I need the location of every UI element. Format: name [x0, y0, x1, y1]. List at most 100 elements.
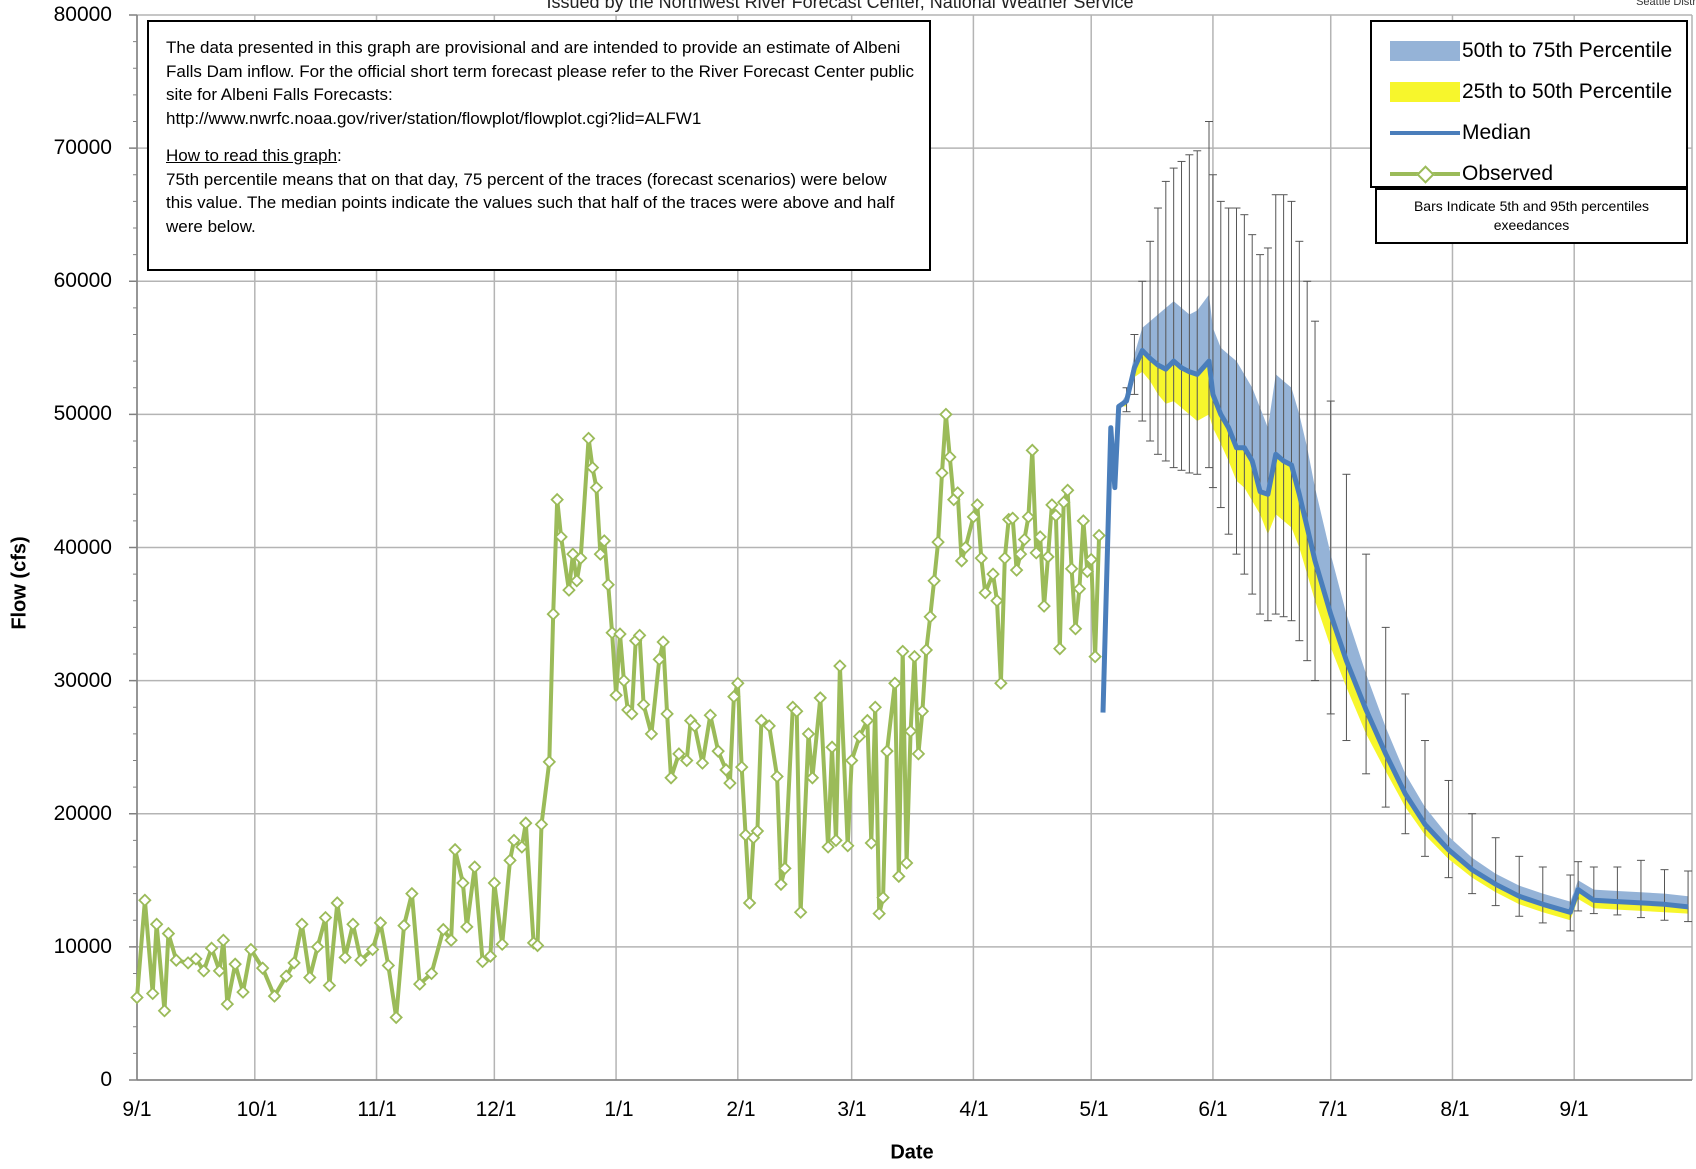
observed-marker — [617, 673, 631, 688]
note-intro: The data presented in this graph are pro… — [166, 38, 914, 104]
observed-marker — [935, 466, 949, 480]
observed-marker — [138, 893, 152, 908]
observed-marker — [672, 747, 686, 761]
observed-marker — [762, 719, 776, 733]
x-tick-label: 8/1 — [1440, 1098, 1470, 1121]
observed-marker — [554, 530, 568, 544]
observed-marker — [424, 966, 439, 981]
observed-marker — [1084, 552, 1098, 567]
observed-marker — [585, 460, 600, 475]
observed-marker — [518, 816, 533, 830]
observed-marker — [1045, 498, 1059, 512]
observed-marker — [287, 956, 301, 970]
observed-marker — [966, 510, 981, 524]
observed-marker — [601, 578, 615, 592]
observed-marker — [338, 950, 352, 965]
observed-marker — [868, 700, 883, 715]
observed-marker — [365, 942, 380, 957]
observed-marker — [679, 753, 694, 768]
observed-marker — [624, 707, 639, 721]
observed-marker — [880, 744, 894, 758]
chart-subtitle: Issued by the Northwest River Forecast C… — [546, 0, 1134, 12]
observed-marker — [346, 917, 360, 932]
observed-marker — [742, 896, 757, 910]
observed-marker — [994, 676, 1008, 691]
observed-marker — [636, 697, 651, 712]
observed-marker — [1053, 641, 1067, 656]
x-tick-label: 2/1 — [726, 1098, 756, 1121]
observed-marker — [475, 954, 490, 969]
observed-marker — [1009, 563, 1024, 577]
y-tick-label: 30000 — [53, 669, 112, 692]
observed-marker — [236, 985, 250, 999]
observed-marker — [888, 676, 902, 691]
observed-marker — [534, 817, 549, 832]
observed-marker — [833, 659, 847, 673]
observed-marker — [310, 940, 325, 954]
line-diamond-swatch-icon — [1390, 164, 1460, 184]
y-tick-label: 10000 — [53, 935, 112, 958]
observed-marker — [373, 916, 388, 930]
observed-marker — [1033, 530, 1047, 544]
observed-marker — [915, 704, 930, 719]
observed-marker — [1068, 621, 1083, 636]
observed-marker — [1080, 564, 1095, 579]
x-tick-label: 1/1 — [604, 1098, 634, 1121]
observed-marker — [1072, 581, 1087, 596]
observed-marker — [1092, 528, 1106, 543]
band-p50-75 — [1103, 294, 1689, 913]
observed-marker — [931, 535, 945, 549]
observed-marker — [267, 989, 282, 1003]
observed-marker — [986, 567, 1000, 581]
observed-marker — [456, 876, 470, 890]
observed-marker — [899, 856, 914, 870]
note-explanation: 75th percentile means that on that day, … — [166, 169, 895, 236]
x-tick-label: 5/1 — [1079, 1098, 1109, 1121]
observed-marker — [530, 938, 545, 953]
observed-marker — [958, 540, 973, 555]
observed-marker — [632, 628, 647, 643]
observed-marker — [593, 547, 608, 561]
x-tick-label: 9/1 — [122, 1098, 152, 1121]
x-tick-label: 3/1 — [837, 1098, 867, 1121]
observed-marker — [923, 609, 937, 624]
observed-marker — [1005, 511, 1020, 525]
legend-item-observed: Observed — [1372, 153, 1686, 194]
observed-marker — [664, 771, 678, 785]
band-swatch-icon — [1390, 40, 1460, 61]
x-tick-label: 9/1 — [1559, 1098, 1589, 1121]
observed-marker — [597, 534, 612, 548]
observed-marker — [864, 836, 879, 850]
observed-marker — [204, 941, 219, 955]
observed-marker — [970, 498, 985, 512]
observed-marker — [570, 574, 584, 588]
observed-marker — [872, 906, 886, 921]
observed-marker — [774, 877, 788, 892]
legend-item-p50-75: 50th to 75th Percentile — [1372, 30, 1686, 71]
observed-marker — [196, 964, 211, 978]
observed-marker — [703, 708, 718, 723]
observed-marker — [813, 691, 828, 705]
observed-marker — [228, 957, 242, 971]
observed-marker — [778, 861, 792, 876]
observed-marker — [397, 918, 411, 933]
observed-marker — [216, 933, 231, 947]
observed-marker — [444, 933, 458, 947]
observed-marker — [711, 744, 725, 758]
observed-marker — [279, 969, 293, 983]
legend-item-median: Median — [1372, 112, 1686, 153]
observed-marker — [389, 1010, 403, 1025]
observed-marker — [1064, 562, 1079, 576]
note-url: http://www.nwrfc.noaa.gov/river/station/… — [166, 108, 702, 128]
observed-marker — [907, 649, 922, 664]
y-tick-label: 0 — [100, 1068, 112, 1091]
observed-marker — [330, 896, 345, 910]
observed-marker — [825, 740, 839, 754]
y-tick-label: 50000 — [53, 402, 112, 425]
legend-label-median: Median — [1462, 120, 1531, 144]
observed-marker — [515, 840, 529, 854]
observed-marker — [161, 926, 176, 941]
observed-marker — [169, 953, 184, 967]
observed-marker — [911, 747, 926, 761]
observed-marker — [483, 949, 498, 963]
